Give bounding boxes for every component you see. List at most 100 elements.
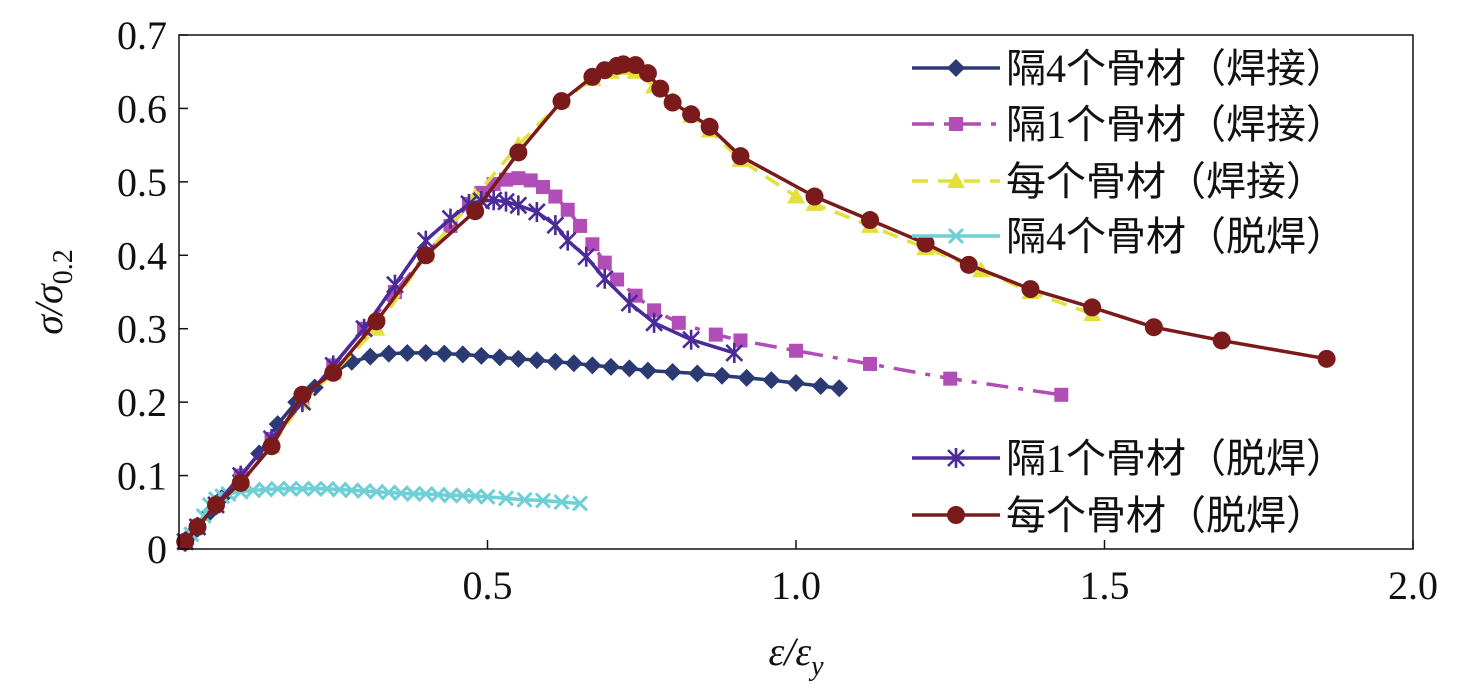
- y-tick-label: 0.4: [117, 233, 167, 278]
- data-point: [548, 189, 563, 204]
- x-tick-label: 2.0: [1388, 563, 1438, 608]
- data-point: [527, 201, 546, 222]
- x-axis-label: ε/εy: [768, 629, 824, 682]
- legend-marker: [947, 506, 965, 524]
- data-point: [558, 230, 577, 251]
- data-point: [663, 93, 682, 112]
- data-point: [441, 208, 460, 229]
- data-point: [725, 342, 744, 363]
- data-point: [417, 485, 434, 502]
- y-tick-label: 0: [147, 527, 167, 572]
- data-point: [430, 486, 447, 503]
- legend-label: 隔1个骨材（焊接）: [1006, 102, 1346, 147]
- data-point: [620, 293, 639, 314]
- data-point: [257, 481, 274, 498]
- data-point: [731, 147, 750, 166]
- data-point: [231, 473, 250, 492]
- legend-label: 每个骨材（焊接）: [1006, 159, 1326, 204]
- y-tick-label: 0.6: [117, 86, 167, 131]
- data-point: [368, 483, 385, 500]
- data-point: [405, 485, 422, 502]
- data-point: [552, 92, 571, 111]
- data-point: [466, 202, 485, 221]
- legend-marker: [947, 172, 965, 188]
- data-point: [571, 495, 589, 512]
- legend-label: 每个骨材（脱焊）: [1006, 493, 1326, 538]
- data-point: [356, 482, 373, 500]
- data-point: [361, 347, 380, 366]
- legend-entry-4: 隔4个骨材（脱焊）: [912, 214, 1346, 259]
- data-point: [663, 363, 682, 382]
- data-point: [435, 344, 454, 363]
- data-point: [319, 480, 336, 497]
- legend-entry-1: 隔4个骨材（焊接）: [912, 46, 1346, 91]
- data-point: [610, 272, 625, 287]
- data-point: [787, 374, 805, 393]
- data-point: [454, 487, 471, 504]
- plot-area: [176, 55, 1336, 552]
- data-point: [1021, 280, 1040, 299]
- data-point: [453, 345, 472, 364]
- data-point: [479, 488, 496, 505]
- legend-marker: [947, 59, 965, 77]
- data-point: [442, 487, 459, 504]
- data-point: [176, 532, 195, 551]
- data-point: [511, 171, 526, 186]
- legend-entry-2: 隔1个骨材（焊接）: [912, 102, 1346, 147]
- data-point: [959, 255, 978, 274]
- data-point: [1212, 331, 1231, 350]
- data-point: [546, 352, 565, 371]
- data-point: [1083, 298, 1102, 317]
- data-point: [293, 385, 312, 404]
- y-tick-label: 0.5: [117, 160, 167, 205]
- data-point: [620, 359, 639, 378]
- data-point: [188, 517, 207, 536]
- data-point: [601, 357, 620, 376]
- data-point: [916, 234, 935, 253]
- data-point: [787, 187, 805, 204]
- legend-label: 隔4个骨材（脱焊）: [1006, 214, 1346, 259]
- legend-entry-5: 隔1个骨材（脱焊）: [912, 436, 1346, 481]
- y-axis-label: σ/σ0.2: [26, 249, 79, 335]
- data-point: [527, 351, 546, 370]
- data-point: [564, 354, 583, 373]
- data-point: [509, 349, 528, 368]
- data-point: [577, 246, 596, 267]
- data-point: [536, 179, 551, 194]
- data-point: [343, 482, 360, 499]
- data-point: [380, 484, 397, 501]
- legend-entry-3: 每个骨材（焊接）: [912, 159, 1326, 204]
- data-point: [1144, 318, 1163, 337]
- y-tick-label: 0.1: [117, 454, 167, 499]
- data-point: [472, 346, 491, 365]
- data-point: [497, 191, 515, 212]
- data-point: [688, 364, 707, 383]
- data-point: [509, 195, 528, 216]
- data-point: [416, 246, 435, 265]
- data-point: [861, 211, 880, 230]
- data-point: [638, 361, 657, 380]
- data-point: [762, 371, 781, 390]
- data-point: [497, 490, 515, 507]
- data-point: [281, 480, 299, 497]
- data-point: [490, 348, 509, 367]
- y-tick-label: 0.7: [117, 13, 167, 58]
- data-point: [682, 329, 701, 350]
- data-point: [306, 480, 323, 497]
- data-point: [712, 366, 731, 385]
- data-point: [331, 481, 348, 498]
- legend-entry-6: 每个骨材（脱焊）: [912, 493, 1326, 538]
- data-point: [398, 343, 417, 362]
- x-tick-label: 1.5: [1080, 563, 1130, 608]
- data-point: [708, 327, 723, 342]
- series-line: [183, 66, 1093, 543]
- data-point: [671, 315, 686, 330]
- data-point: [583, 356, 602, 375]
- data-point: [324, 363, 343, 382]
- data-point: [379, 344, 398, 363]
- data-point: [805, 187, 824, 206]
- series-6: [176, 55, 1336, 551]
- data-point: [1054, 387, 1069, 402]
- data-point: [737, 368, 756, 387]
- data-point: [1317, 349, 1336, 368]
